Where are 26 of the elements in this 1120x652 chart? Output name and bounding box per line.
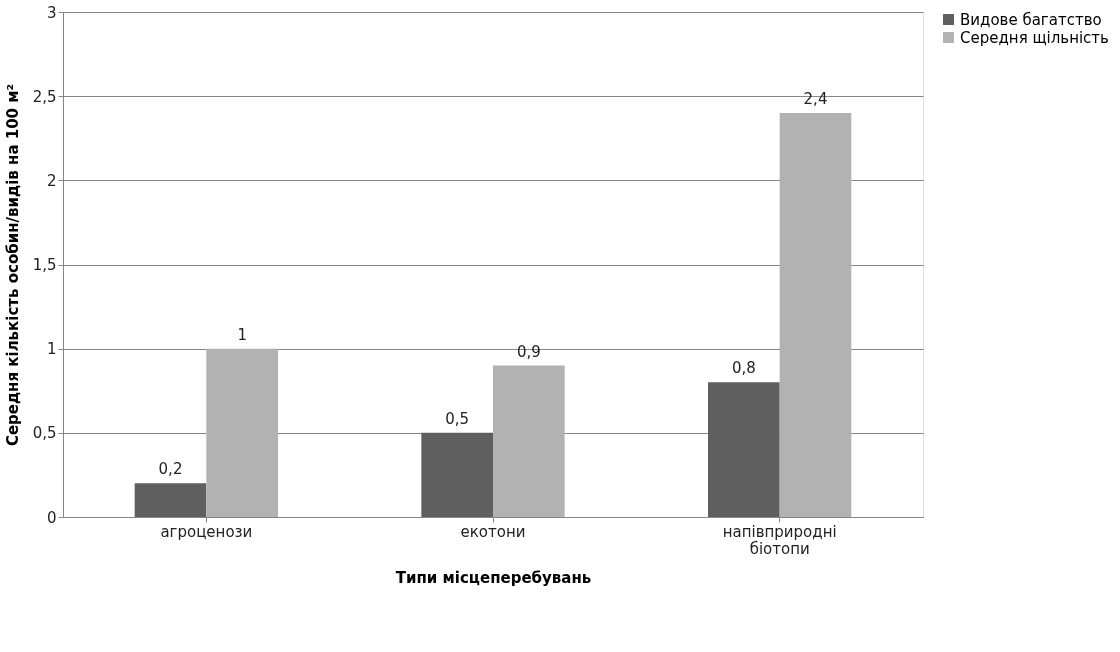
data-label: 0,9 — [516, 342, 541, 361]
y-tick-label: 0,5 — [32, 424, 57, 443]
bar — [493, 365, 565, 517]
data-label: 0,5 — [445, 409, 470, 428]
y-axis-title: Середня кількість особин/видів на 100 м² — [3, 83, 22, 447]
bar — [708, 382, 780, 517]
data-label: 1 — [237, 325, 247, 344]
y-tick-label: 3 — [46, 3, 57, 22]
x-tick-label: екотони — [460, 522, 526, 541]
y-tick-label: 0 — [46, 508, 57, 527]
data-label: 2,4 — [803, 90, 828, 108]
bar — [134, 483, 207, 517]
y-tick-label: 2 — [46, 171, 57, 190]
data-label: 0,8 — [731, 359, 756, 378]
x-tick-label: напівприродні біотопи — [722, 522, 837, 558]
legend-label: Середня щільність — [960, 28, 1109, 47]
bar — [421, 432, 493, 517]
x-tick-label: агроценози — [160, 522, 253, 541]
x-axis-title: Типи місцеперебувань — [395, 568, 592, 587]
y-tick-label: 1 — [46, 340, 57, 359]
legend-label: Видове багатство — [960, 10, 1102, 29]
y-tick-label: 2,5 — [32, 87, 57, 106]
bar — [779, 113, 852, 517]
y-tick-label: 1,5 — [32, 256, 57, 274]
bar — [206, 348, 278, 517]
data-label: 0,2 — [158, 460, 183, 479]
